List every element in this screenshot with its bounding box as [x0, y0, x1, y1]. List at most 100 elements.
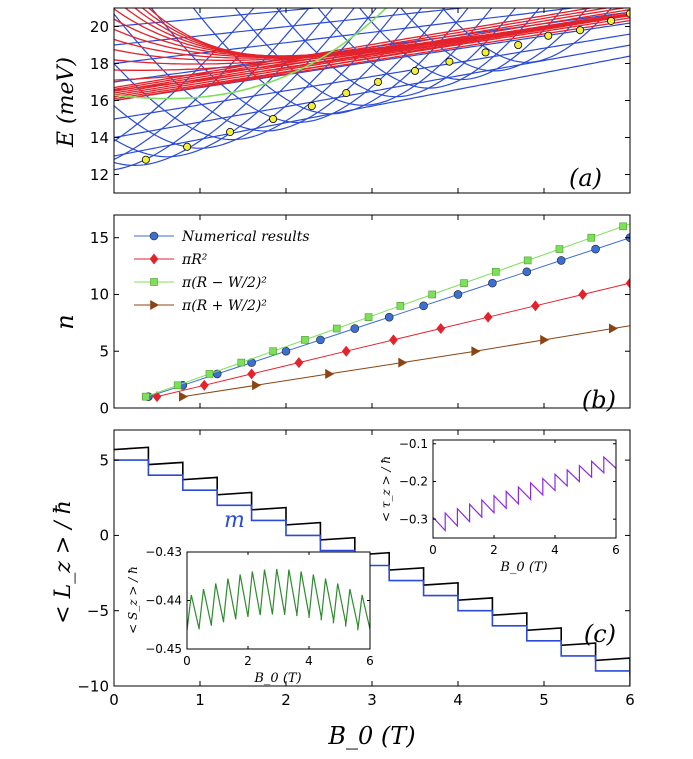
x-tick-label: 0 — [109, 691, 119, 709]
inset-tau-ylabel: < τ_z > / ħ — [379, 456, 393, 522]
red-level-line — [114, 14, 630, 98]
inset-tau-bg — [433, 440, 616, 538]
blue-level-curve — [114, 8, 355, 158]
x-tick-label: 0 — [183, 654, 191, 668]
x-tick-label: 6 — [625, 691, 635, 709]
data-point-circle — [419, 301, 428, 311]
blue-level-line — [114, 8, 322, 28]
y-tick-label: 20 — [90, 18, 109, 36]
red-level-line — [114, 8, 611, 91]
data-point-triangle — [325, 368, 335, 379]
data-point-circle — [488, 278, 497, 288]
blue-level-line — [114, 8, 122, 9]
y-tick-label: −0.1 — [399, 437, 428, 451]
y-tick-label: 18 — [90, 55, 109, 73]
data-point-circle — [350, 324, 360, 333]
ground-state-point — [374, 78, 383, 87]
x-tick-label: 4 — [453, 691, 463, 709]
x-tick-label: 2 — [490, 543, 498, 557]
panel-c-ticks: 0 1 2 3 4 5 6 −10 −5 0 5 — [77, 430, 635, 709]
data-point-square — [587, 233, 596, 242]
data-point-square — [555, 245, 564, 253]
series-line — [156, 282, 630, 398]
data-point-triangle — [150, 299, 160, 311]
sz-sawtooth — [187, 568, 370, 631]
blue-level-line — [114, 33, 630, 120]
legend-label: πR² — [181, 252, 208, 268]
blue-level-line — [114, 11, 630, 83]
blue-level-curve — [192, 8, 469, 115]
x-tick-label: 4 — [551, 543, 559, 557]
green-classical-curve — [114, 8, 388, 100]
blue-level-curve — [114, 8, 282, 161]
y-tick-label: −0.3 — [399, 512, 428, 526]
data-point-square — [150, 278, 158, 286]
ground-state-point — [481, 48, 490, 57]
y-tick-label: 5 — [99, 342, 109, 360]
y-tick-label: 16 — [90, 92, 109, 110]
data-point-diamond — [531, 300, 540, 312]
panel-c-xlabel: B_0 (T) — [327, 722, 415, 750]
inset-tau-frame — [432, 439, 617, 539]
panel-a-plot — [114, 8, 630, 171]
blue-level-curve — [358, 8, 565, 81]
data-point-triangle — [471, 346, 481, 357]
ground-state-point — [410, 66, 419, 75]
data-point-circle — [149, 231, 159, 241]
data-point-circle — [316, 335, 325, 345]
data-point-diamond — [341, 345, 351, 357]
red-level-line — [114, 11, 630, 96]
data-point-square — [269, 347, 277, 356]
inset-tau-plot — [433, 455, 616, 533]
x-tick-label: 0 — [429, 543, 437, 557]
panel-b-legend: Numerical results πR² π(R − W/2)² π(R + W/2… — [134, 229, 310, 314]
blue-level-curve — [114, 8, 255, 142]
x-tick-label: 2 — [244, 654, 252, 668]
x-tick-label: 6 — [612, 543, 620, 557]
ground-state-point — [445, 57, 454, 66]
y-tick-label: 0 — [99, 399, 109, 417]
data-point-circle — [384, 312, 394, 322]
ground-state-point — [269, 115, 278, 124]
data-point-triangle — [398, 357, 408, 368]
inset-sz-ticks: 0 2 4 6 −0.45 −0.44 −0.43 — [145, 545, 374, 668]
red-level-line — [114, 8, 630, 94]
data-point-diamond — [625, 277, 630, 289]
data-point-circle — [556, 256, 566, 265]
ground-state-point — [626, 9, 630, 18]
panel-b-plot — [142, 222, 630, 403]
blue-level-line — [114, 8, 578, 65]
panel-b-ticks: 0 5 10 15 — [90, 215, 631, 417]
data-point-triangle — [540, 334, 550, 345]
m-step-curve — [114, 459, 630, 686]
y-tick-label: −0.44 — [145, 594, 182, 608]
data-point-square — [332, 324, 341, 333]
x-tick-label: 5 — [539, 691, 549, 709]
data-point-square — [523, 256, 532, 265]
ground-state-point — [141, 155, 150, 164]
x-tick-label: 2 — [281, 691, 291, 709]
data-point-triangle — [252, 380, 262, 391]
y-tick-label: 0 — [99, 527, 109, 545]
inset-tau-xlabel: B_0 (T) — [499, 560, 547, 575]
data-point-square — [460, 279, 468, 287]
data-point-square — [396, 302, 405, 310]
panel-a: 12 14 16 18 20 (a) E (meV) — [54, 7, 631, 194]
lz-step-curve — [114, 446, 630, 676]
data-point-diamond — [483, 311, 493, 323]
data-point-triangle — [609, 323, 618, 334]
data-point-square — [619, 222, 627, 231]
panel-b: 0 5 10 15 Numerical results πR² π(R − W/2)² π(… — [51, 214, 631, 417]
data-point-square — [142, 392, 150, 401]
legend-label: Numerical results — [181, 229, 310, 245]
data-point-diamond — [294, 357, 304, 369]
data-point-triangle — [179, 391, 188, 402]
y-tick-label: −10 — [77, 677, 109, 695]
ground-state-point — [342, 89, 351, 98]
blue-level-line — [114, 8, 468, 46]
data-point-square — [492, 267, 500, 276]
data-point-diamond — [578, 288, 588, 300]
blue-level-line — [114, 44, 630, 139]
data-point-square — [237, 358, 246, 367]
red-level-line — [114, 17, 630, 100]
